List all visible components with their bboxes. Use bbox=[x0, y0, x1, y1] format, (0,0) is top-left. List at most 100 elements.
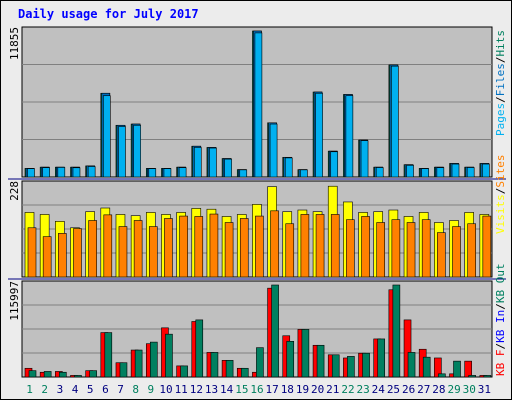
hits-files-pages-bar-pages bbox=[209, 147, 217, 178]
legend-entry-visits: Visits bbox=[494, 194, 507, 234]
visits-sites-bar-sites bbox=[482, 215, 492, 278]
kb-bar-kb-out bbox=[392, 284, 401, 378]
x-tick-label-day-22: 22 bbox=[341, 383, 354, 396]
x-tick-label-day-31: 31 bbox=[478, 383, 491, 396]
visits-sites-bar-sites bbox=[148, 226, 158, 278]
visits-sites-bar-sites bbox=[27, 227, 37, 278]
kb-bar-kb-out bbox=[28, 370, 37, 378]
kb-bar-kb-out bbox=[377, 338, 386, 378]
hits-files-pages-bar-pages bbox=[87, 166, 96, 178]
x-tick-label-day-28: 28 bbox=[432, 383, 445, 396]
kb-bar-kb-f bbox=[464, 360, 472, 378]
legend-separator: / bbox=[494, 303, 507, 310]
legend-entry-kb-out: KB Out bbox=[494, 263, 507, 303]
visits-sites-bar-sites bbox=[270, 210, 279, 278]
hits-files-pages-bar-pages bbox=[330, 151, 339, 178]
hits-files-pages-bar-pages bbox=[72, 167, 81, 178]
visits-sites-bar-sites bbox=[224, 222, 234, 278]
hits-files-pages-bar-pages bbox=[482, 163, 490, 178]
kb-bar-kb-out bbox=[331, 354, 340, 378]
visits-sites-bar-sites bbox=[315, 214, 325, 278]
hits-files-pages-bar-pages bbox=[360, 140, 369, 178]
visits-sites-bar-sites bbox=[194, 216, 204, 278]
legend-entry-files: Files bbox=[494, 63, 507, 96]
visits-sites-bar-sites bbox=[452, 226, 461, 278]
x-tick-label-day-19: 19 bbox=[296, 383, 309, 396]
x-tick-label-day-30: 30 bbox=[463, 383, 476, 396]
visits-sites-bar-sites bbox=[421, 219, 431, 278]
visits-sites-bar-sites bbox=[361, 216, 370, 278]
hits-files-pages-bar-pages bbox=[421, 168, 429, 178]
hits-files-pages-bar-pages bbox=[178, 167, 187, 178]
kb-bar-kb-out bbox=[453, 360, 461, 378]
x-tick-label-day-26: 26 bbox=[402, 383, 415, 396]
visits-sites-bar-sites bbox=[42, 236, 52, 278]
x-tick-label-day-3: 3 bbox=[57, 383, 64, 396]
visits-sites-bar-sites bbox=[437, 232, 446, 278]
hits-files-pages-bar-pages bbox=[345, 95, 354, 178]
visits-sites-bar-sites bbox=[406, 222, 416, 278]
hits-files-pages-bar-pages bbox=[118, 126, 126, 178]
kb-bar-kb-out bbox=[195, 319, 204, 378]
kb-bar-kb-out bbox=[256, 347, 264, 378]
x-tick-label-day-14: 14 bbox=[220, 383, 234, 396]
hits-files-pages-bar-pages bbox=[300, 169, 308, 178]
x-tick-label-day-12: 12 bbox=[190, 383, 203, 396]
hits-files-pages-bar-pages bbox=[163, 168, 172, 178]
kb-bar-kb-f bbox=[403, 319, 412, 378]
kb-bar-kb-out bbox=[225, 360, 234, 378]
legend-entry-pages: Pages bbox=[494, 103, 507, 136]
legend-entry-kb-in: KB In bbox=[494, 310, 507, 343]
hits-files-pages-bar-pages bbox=[224, 158, 232, 178]
visits-sites-bar-sites bbox=[209, 213, 219, 278]
kb-bar-kb-out bbox=[347, 356, 355, 378]
kb-bar-kb-out bbox=[422, 356, 431, 378]
visits-sites-bar-sites bbox=[118, 226, 128, 278]
kb-bar-kb-out bbox=[119, 362, 128, 378]
kb-bar-kb-out bbox=[407, 352, 416, 378]
legend-separator: / bbox=[494, 188, 507, 195]
legend-1: Pages/Files/Hits bbox=[494, 30, 507, 136]
x-tick-label-day-1: 1 bbox=[26, 383, 33, 396]
kb-bar-kb-out bbox=[483, 375, 492, 378]
hits-files-pages-bar-pages bbox=[269, 123, 278, 178]
kb-bar-kb-f bbox=[434, 357, 442, 378]
kb-bar-kb-out bbox=[149, 341, 158, 378]
x-tick-label-day-18: 18 bbox=[281, 383, 294, 396]
chart-title: Daily usage for July 2017 bbox=[18, 7, 199, 21]
x-tick-label-day-9: 9 bbox=[148, 383, 155, 396]
x-tick-label-day-17: 17 bbox=[266, 383, 279, 396]
kb-bar-kb-out bbox=[438, 373, 446, 378]
visits-sites-bar-sites bbox=[239, 218, 249, 278]
y-max-label: 228 bbox=[8, 181, 21, 201]
x-tick-label-day-11: 11 bbox=[175, 383, 188, 396]
hits-files-pages-bar-pages bbox=[436, 167, 445, 178]
visits-sites-bar-sites bbox=[58, 233, 67, 278]
kb-bar-kb-out bbox=[74, 375, 82, 378]
x-tick-label-day-8: 8 bbox=[132, 383, 139, 396]
kb-bar-kb-out bbox=[271, 284, 279, 378]
hits-files-pages-bar-pages bbox=[239, 169, 248, 178]
kb-bar-kb-out bbox=[43, 371, 52, 378]
legend-separator: / bbox=[494, 343, 507, 350]
hits-files-pages-bar-pages bbox=[42, 167, 50, 178]
x-tick-label-day-5: 5 bbox=[87, 383, 94, 396]
y-max-label: 11855 bbox=[8, 27, 21, 60]
x-tick-label-day-2: 2 bbox=[41, 383, 48, 396]
hits-files-pages-bar-pages bbox=[406, 165, 414, 178]
hits-files-pages-bar-pages bbox=[193, 147, 202, 178]
kb-bar-kb-out bbox=[301, 329, 310, 378]
visits-sites-bar-sites bbox=[88, 220, 97, 278]
hits-files-pages-bar-pages bbox=[391, 65, 399, 178]
hits-files-pages-bar-pages bbox=[375, 167, 384, 178]
hits-files-pages-bar-pages bbox=[27, 168, 35, 178]
legend-entry-hits: Hits bbox=[494, 30, 507, 57]
hits-files-pages-bar-pages bbox=[254, 32, 263, 178]
kb-bar-kb-out bbox=[89, 370, 97, 378]
visits-sites-bar-sites bbox=[330, 214, 340, 278]
legend-separator: / bbox=[494, 96, 507, 103]
x-tick-label-day-16: 16 bbox=[250, 383, 263, 396]
visits-sites-bar-sites bbox=[133, 220, 143, 278]
x-tick-label-day-23: 23 bbox=[357, 383, 370, 396]
